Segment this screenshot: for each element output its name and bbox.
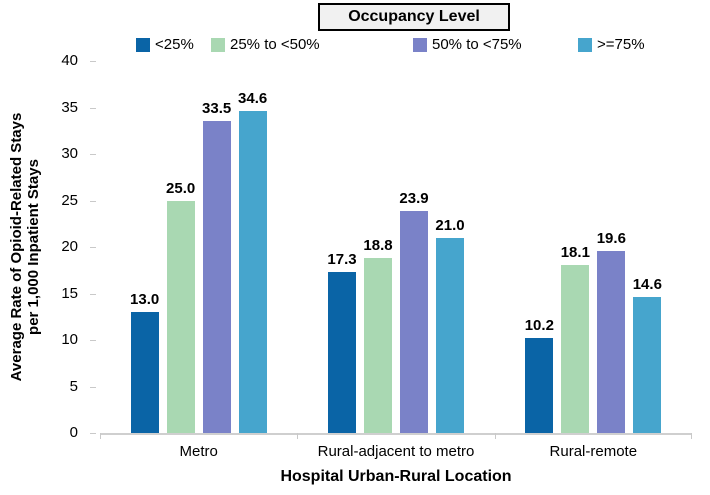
legend-item-25: <25% bbox=[136, 36, 194, 53]
legend-label: <25% bbox=[155, 36, 194, 53]
bar-rural-remote-75: 14.6 bbox=[633, 276, 662, 433]
y-tick-label-0: 0 bbox=[69, 424, 78, 441]
bar-rural-adjacent-to-metro-75: 21.0 bbox=[435, 217, 465, 433]
y-tick-label-10: 10 bbox=[61, 331, 78, 348]
x-category-label-rural-remote: Rural-remote bbox=[549, 443, 638, 460]
y-tick-mark bbox=[90, 293, 96, 295]
x-tick-mark bbox=[100, 433, 101, 439]
bar-value-label: 18.8 bbox=[363, 237, 393, 255]
legend-swatch-50-to-75 bbox=[413, 37, 427, 52]
legend-label: 50% to <75% bbox=[432, 36, 522, 53]
bar-rural-remote-25: 10.2 bbox=[525, 317, 554, 433]
y-tick-mark bbox=[90, 107, 96, 109]
y-tick-label-30: 30 bbox=[61, 145, 78, 162]
bar-rural-remote-50-to-75: 19.6 bbox=[597, 230, 626, 433]
y-tick-label-15: 15 bbox=[61, 284, 78, 302]
y-tick-mark bbox=[90, 386, 96, 388]
bar-group-rural-remote: 10.2 18.1 19.6 14.6 bbox=[495, 61, 692, 433]
bar-metro-75: 34.6 bbox=[238, 90, 267, 433]
legend-swatch-25 bbox=[136, 37, 150, 52]
bar-value-label: 17.3 bbox=[327, 251, 357, 269]
y-tick-label-25: 25 bbox=[61, 191, 78, 209]
bar-value-label: 10.2 bbox=[524, 317, 554, 335]
bar-value-label: 19.6 bbox=[596, 229, 626, 247]
bar-metro-50-to-75: 33.5 bbox=[202, 100, 231, 433]
bar-metro-25: 13.0 bbox=[130, 291, 159, 433]
y-tick-label-35: 35 bbox=[61, 98, 78, 116]
plot-area: 13.0 25.0 33.5 34.6 17.3 18.8 23.9 21.0 10.2 18.1… bbox=[100, 61, 692, 435]
legend-item-75: >=75% bbox=[578, 36, 645, 53]
legend-title: Occupancy Level bbox=[318, 3, 510, 31]
bar-rural-remote-25-to-50: 18.1 bbox=[561, 244, 590, 433]
legend-item-50-to-75: 50% to <75% bbox=[413, 36, 522, 53]
bar-rural-adjacent-to-metro-25-to-50: 18.8 bbox=[363, 237, 393, 433]
x-tick-mark bbox=[691, 433, 692, 439]
y-axis-title-line1: Average Rate of Opioid-Related Stays bbox=[8, 112, 25, 382]
bar-value-label: 23.9 bbox=[399, 189, 429, 207]
legend-swatch-75 bbox=[578, 37, 592, 52]
bar-rural-adjacent-to-metro-50-to-75: 23.9 bbox=[399, 190, 429, 433]
y-tick-mark bbox=[90, 340, 96, 341]
x-tick-mark bbox=[297, 433, 299, 439]
bar-metro-25-to-50: 25.0 bbox=[166, 180, 195, 433]
x-axis-title: Hospital Urban-Rural Location bbox=[280, 468, 512, 485]
legend-label: 25% to <50% bbox=[230, 36, 320, 53]
y-tick-mark bbox=[90, 433, 96, 434]
bar-value-label: 25.0 bbox=[166, 179, 196, 197]
x-tick-mark bbox=[494, 433, 496, 439]
bar-group-metro: 13.0 25.0 33.5 34.6 bbox=[100, 61, 297, 433]
legend-item-25-to-50: 25% to <50% bbox=[211, 36, 320, 53]
y-tick-label-20: 20 bbox=[61, 238, 78, 255]
bar-value-label: 21.0 bbox=[435, 216, 465, 234]
y-tick-mark bbox=[90, 154, 96, 155]
x-category-label-rural-adjacent-to-metro: Rural-adjacent to metro bbox=[317, 443, 475, 460]
bar-group-rural-adjacent-to-metro: 17.3 18.8 23.9 21.0 bbox=[297, 61, 494, 433]
y-tick-label-5: 5 bbox=[69, 377, 78, 395]
bar-value-label: 33.5 bbox=[202, 100, 232, 118]
legend: <25% 25% to <50% 50% to <75% >=75% bbox=[0, 36, 710, 54]
legend-label: >=75% bbox=[597, 36, 645, 53]
x-axis-category-labels: Metro Rural-adjacent to metro Rural-remote bbox=[100, 443, 692, 460]
y-tick-mark bbox=[90, 247, 96, 248]
bar-rural-adjacent-to-metro-25: 17.3 bbox=[327, 251, 357, 433]
y-tick-mark bbox=[90, 61, 96, 62]
x-category-label-metro: Metro bbox=[179, 443, 218, 460]
bar-value-label: 13.0 bbox=[130, 291, 160, 309]
bar-value-label: 18.1 bbox=[560, 243, 590, 261]
bar-value-label: 34.6 bbox=[238, 90, 268, 108]
y-tick-label-40: 40 bbox=[61, 52, 78, 69]
y-tick-mark bbox=[90, 200, 96, 202]
bar-value-label: 14.6 bbox=[632, 276, 662, 294]
legend-swatch-25-to-50 bbox=[211, 37, 225, 52]
